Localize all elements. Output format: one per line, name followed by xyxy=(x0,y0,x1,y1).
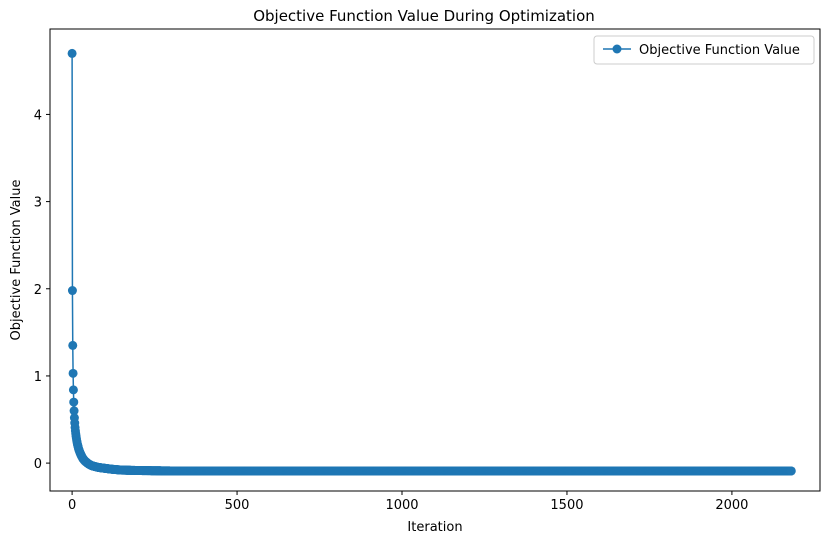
legend-label: Objective Function Value xyxy=(639,43,800,58)
x-tick-label: 1500 xyxy=(550,498,583,513)
series-marks xyxy=(67,48,796,476)
x-tick-label: 1000 xyxy=(385,498,418,513)
plot-frame xyxy=(49,28,821,492)
series-point xyxy=(67,48,77,58)
y-axis-label: Objective Function Value xyxy=(9,180,24,341)
y-axis-ticks: 0 1 2 3 4 xyxy=(34,108,50,472)
legend-marker xyxy=(612,44,622,54)
series-point xyxy=(69,397,79,407)
chart-title: Objective Function Value During Optimiza… xyxy=(253,7,595,25)
x-tick-label: 2000 xyxy=(715,498,748,513)
series-point xyxy=(68,385,78,395)
x-axis-ticks: 0 500 1000 1500 2000 xyxy=(68,491,748,513)
y-tick-label: 3 xyxy=(34,196,42,211)
x-axis-label: Iteration xyxy=(407,520,462,535)
series-line xyxy=(71,53,792,472)
series-point xyxy=(68,368,78,378)
y-tick-label: 4 xyxy=(34,108,42,123)
y-tick-label: 0 xyxy=(34,457,42,472)
x-tick-label: 0 xyxy=(68,498,76,513)
series-point xyxy=(69,406,79,416)
legend-box xyxy=(593,35,815,65)
plot-area xyxy=(49,28,821,492)
legend: Objective Function Value xyxy=(593,35,815,65)
y-tick-label: 1 xyxy=(34,370,42,385)
x-tick-label: 500 xyxy=(225,498,250,513)
series-point xyxy=(786,466,796,476)
y-tick-label: 2 xyxy=(34,283,42,298)
series-point xyxy=(67,286,77,296)
series-point xyxy=(68,340,78,350)
